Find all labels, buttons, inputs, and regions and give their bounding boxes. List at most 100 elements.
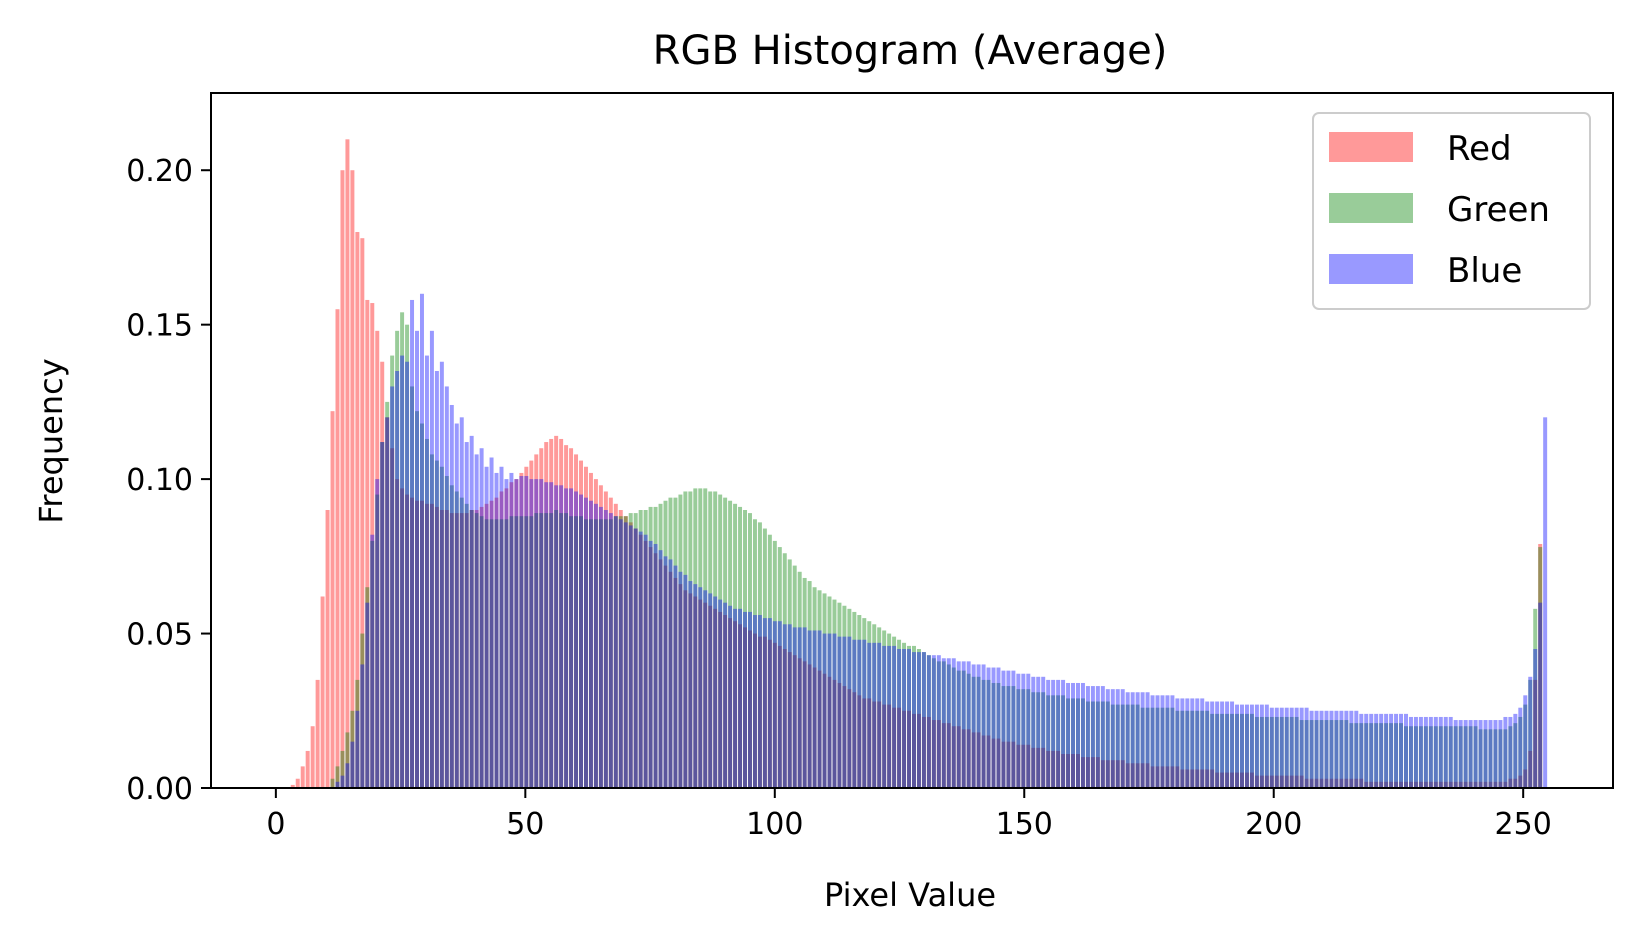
red-bar [1140, 763, 1145, 788]
green-bar [907, 645, 912, 788]
green-bar [728, 500, 733, 788]
green-bar [494, 519, 499, 788]
red-bar [1244, 772, 1249, 788]
green-bar [892, 636, 897, 788]
red-bar [936, 720, 941, 788]
blue-bar [1289, 707, 1294, 788]
blue-bar [777, 621, 782, 788]
red-bar [295, 778, 300, 788]
red-bar [1279, 775, 1284, 788]
red-bar [1130, 763, 1135, 788]
y-tick-label: 0.05 [126, 618, 193, 653]
green-bar [514, 516, 519, 788]
blue-bar [395, 371, 400, 788]
blue-bar [867, 642, 872, 788]
green-bar [832, 599, 837, 788]
green-bar [1085, 701, 1090, 788]
red-bar [1354, 778, 1359, 788]
blue-bar [1170, 695, 1175, 788]
red-bar [1036, 747, 1041, 788]
red-bar [1463, 781, 1468, 788]
red-bar [419, 500, 424, 788]
red-bar [340, 170, 345, 789]
green-bar [1031, 692, 1036, 788]
blue-bar [872, 642, 877, 788]
blue-bar [1205, 701, 1210, 788]
red-bar [1254, 775, 1259, 788]
green-bar [1304, 720, 1309, 788]
green-bar [464, 503, 469, 788]
red-bar [633, 528, 638, 788]
green-bar [1528, 679, 1533, 788]
chart-title: RGB Histogram (Average) [653, 28, 1168, 74]
red-bar [608, 497, 613, 788]
blue-bar [767, 618, 772, 788]
blue-bar [390, 386, 395, 788]
green-bar [603, 519, 608, 788]
red-bar [941, 723, 946, 788]
y-tick-label: 0.10 [126, 463, 193, 498]
green-bar [350, 710, 355, 788]
blue-bar [1443, 716, 1448, 788]
red-bar [1379, 781, 1384, 788]
green-bar [1110, 704, 1115, 788]
red-bar [777, 645, 782, 788]
blue-bar [1438, 716, 1443, 788]
green-bar [1294, 716, 1299, 788]
green-bar [504, 519, 509, 788]
green-bar [1394, 723, 1399, 788]
blue-bar [340, 775, 345, 788]
red-bar [1369, 781, 1374, 788]
blue-bar [484, 466, 489, 788]
red-bar [1468, 781, 1473, 788]
blue-bar [449, 404, 454, 788]
red-bar [628, 522, 633, 788]
green-bar [1503, 729, 1508, 788]
red-bar [1294, 775, 1299, 788]
x-axis-label: Pixel Value [824, 876, 996, 914]
red-bar [1215, 772, 1220, 788]
blue-bar [1254, 704, 1259, 788]
blue-bar [459, 417, 464, 788]
blue-bar [509, 472, 514, 788]
green-bar [424, 438, 429, 788]
green-bar [588, 519, 593, 788]
blue-bar [519, 476, 524, 788]
green-bar [434, 460, 439, 788]
green-bar [1269, 716, 1274, 788]
red-bar [315, 679, 320, 788]
green-bar [658, 503, 663, 788]
red-bar [499, 491, 504, 788]
red-bar [931, 720, 936, 788]
blue-bar [1374, 713, 1379, 788]
red-bar [986, 735, 991, 788]
green-bar [429, 454, 434, 788]
blue-bar [365, 602, 370, 788]
blue-bar [678, 571, 683, 788]
blue-bar [916, 652, 921, 788]
red-bar [1384, 781, 1389, 788]
green-bar [444, 476, 449, 788]
green-bar [827, 596, 832, 788]
blue-bar [708, 593, 713, 788]
red-bar [767, 639, 772, 788]
blue-bar [1135, 692, 1140, 788]
blue-bar [1180, 698, 1185, 788]
green-bar [559, 513, 564, 788]
blue-bar [921, 652, 926, 788]
blue-bar [1240, 704, 1244, 788]
red-bar [703, 602, 708, 788]
red-bar [459, 513, 464, 788]
green-bar [1220, 713, 1225, 788]
blue-bar [1264, 704, 1269, 788]
blue-bar [1344, 710, 1349, 788]
green-bar [1413, 726, 1418, 788]
green-bar [1473, 726, 1478, 788]
blue-bar [877, 642, 882, 788]
red-bar [738, 624, 743, 788]
red-bar [325, 510, 330, 788]
blue-bar [1225, 701, 1230, 788]
blue-bar [966, 661, 971, 788]
red-bar [956, 726, 961, 788]
green-bar [345, 732, 350, 788]
